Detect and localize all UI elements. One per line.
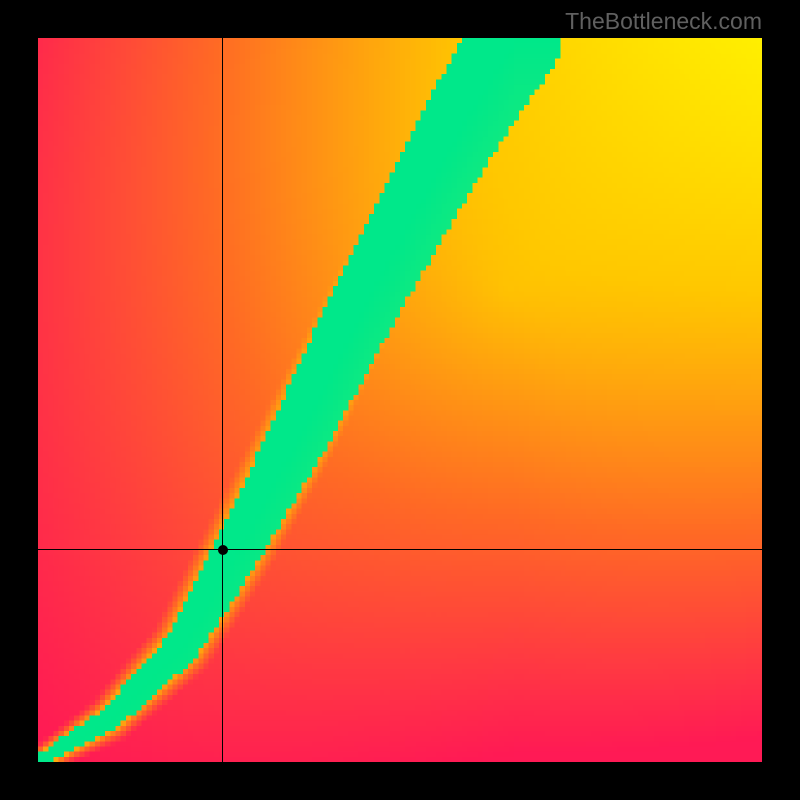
crosshair-vertical — [222, 38, 223, 762]
watermark-text: TheBottleneck.com — [565, 8, 762, 35]
crosshair-horizontal — [38, 549, 762, 550]
bottleneck-heatmap — [38, 38, 762, 762]
selection-marker — [218, 545, 228, 555]
